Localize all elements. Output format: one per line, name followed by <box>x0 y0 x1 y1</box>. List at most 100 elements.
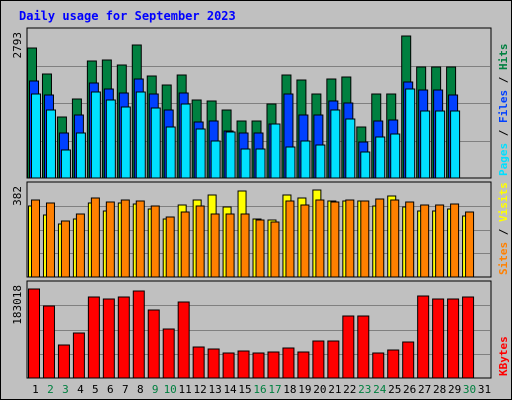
legend-pages-files-hits-part-1: Pages <box>497 143 510 176</box>
pages-bar-day-10 <box>165 126 176 179</box>
sites-bar-day-18 <box>285 200 295 278</box>
pages-bar-day-5 <box>90 91 101 179</box>
legend-sites-visits-part-1: Sites <box>497 242 510 275</box>
sites-bar-day-19 <box>300 204 310 278</box>
sites-bar-day-12 <box>195 205 205 278</box>
sites-bar-day-3 <box>60 220 70 278</box>
legend-pages-files-hits: Pages / Files / Hits <box>497 44 510 177</box>
pages-bar-day-4 <box>75 132 86 179</box>
kbytes-bar-day-6 <box>102 298 115 379</box>
day-label-23: 23 <box>358 383 371 396</box>
sites-bar-day-11 <box>180 211 190 278</box>
pages-bar-day-19 <box>300 140 311 179</box>
sites-bar-day-27 <box>420 204 430 278</box>
sites-bar-day-4 <box>75 213 85 278</box>
day-label-13: 13 <box>208 383 221 396</box>
sites-bar-day-5 <box>90 197 100 278</box>
day-label-31: 31 <box>478 383 491 396</box>
kbytes-bar-day-1 <box>28 288 40 379</box>
kbytes-bar-day-24 <box>372 352 385 379</box>
pages-bar-day-25 <box>390 133 401 179</box>
kbytes-bar-day-21 <box>327 340 340 379</box>
pages-bar-day-8 <box>135 91 146 179</box>
kbytes-bar-day-23 <box>357 315 370 379</box>
kbytes-bar-day-4 <box>72 332 85 379</box>
sites-bar-day-17 <box>270 221 280 278</box>
legend-sites-visits-part-3: Visits <box>497 182 510 222</box>
pages-bar-day-17 <box>270 123 281 179</box>
pages-bar-day-11 <box>180 103 191 179</box>
day-label-30: 30 <box>463 383 476 396</box>
kbytes-bar-day-8 <box>132 290 145 379</box>
kbytes-bar-day-16 <box>252 352 265 379</box>
day-label-22: 22 <box>343 383 356 396</box>
day-label-20: 20 <box>313 383 326 396</box>
kbytes-bar-day-11 <box>177 301 190 379</box>
day-label-5: 5 <box>92 383 99 396</box>
kbytes-bar-day-3 <box>57 344 70 379</box>
legend-pages-files-hits-part-3: Files <box>497 90 510 123</box>
day-label-14: 14 <box>223 383 237 396</box>
pages-bar-day-15 <box>240 148 251 179</box>
day-label-24: 24 <box>373 383 387 396</box>
legend-pages-files-hits-part-5: Hits <box>497 44 510 71</box>
day-label-11: 11 <box>179 383 192 396</box>
sites-bar-day-21 <box>330 201 340 278</box>
sites-bar-day-1 <box>31 199 40 278</box>
sites-bar-day-25 <box>390 199 400 278</box>
pages-bar-day-1 <box>31 93 41 179</box>
pages-bar-day-27 <box>420 110 431 179</box>
day-label-28: 28 <box>433 383 446 396</box>
kbytes-bar-day-5 <box>87 296 100 379</box>
day-label-19: 19 <box>298 383 311 396</box>
day-label-18: 18 <box>283 383 296 396</box>
pages-bar-day-9 <box>150 107 161 179</box>
sites-bar-day-24 <box>375 198 385 278</box>
sites-bar-day-16 <box>255 219 265 278</box>
hits-max-label: 2793 <box>11 32 24 59</box>
legend-kbytes-part-1: KBytes <box>497 336 510 376</box>
kbytes-bar-day-17 <box>267 351 280 379</box>
day-label-10: 10 <box>164 383 177 396</box>
legend-pages-files-hits-part-2: / <box>497 123 510 143</box>
day-label-15: 15 <box>238 383 251 396</box>
pages-bar-day-24 <box>375 136 386 179</box>
pages-bar-day-13 <box>210 140 221 179</box>
kbytes-bar-day-30 <box>462 296 475 379</box>
kbytes-bar-day-18 <box>282 347 295 379</box>
day-label-4: 4 <box>77 383 84 396</box>
sites-bar-day-30 <box>465 211 475 278</box>
day-label-16: 16 <box>253 383 266 396</box>
chart-title: Daily usage for September 2023 <box>19 9 236 23</box>
sites-bar-day-8 <box>135 200 145 278</box>
day-label-2: 2 <box>47 383 54 396</box>
kbytes-bar-day-13 <box>207 348 220 379</box>
sites-bar-day-26 <box>405 201 415 278</box>
pages-bar-day-28 <box>435 110 446 179</box>
kbytes-bar-day-10 <box>162 328 175 379</box>
kbytes-bar-day-2 <box>42 305 55 379</box>
kbytes-bar-day-12 <box>192 346 205 379</box>
kbytes-bar-day-25 <box>387 349 400 379</box>
sites-bar-day-15 <box>240 213 250 278</box>
kbytes-bar-day-9 <box>147 309 160 379</box>
pages-bar-day-2 <box>45 109 56 179</box>
sites-bar-day-22 <box>345 199 355 278</box>
legend-kbytes: KBytes <box>497 336 510 376</box>
pages-bar-day-21 <box>330 109 341 179</box>
pages-bar-day-12 <box>195 128 206 179</box>
day-label-1: 1 <box>32 383 39 396</box>
kbytes-bar-day-20 <box>312 340 325 379</box>
legend-pages-files-hits-part-4: / <box>497 70 510 90</box>
day-label-26: 26 <box>403 383 416 396</box>
pages-bar-day-22 <box>345 118 356 179</box>
sites-bar-day-20 <box>315 199 325 278</box>
sites-bar-day-23 <box>360 200 370 278</box>
day-label-7: 7 <box>122 383 129 396</box>
pages-bar-day-23 <box>360 151 371 179</box>
legend-sites-visits-part-2: / <box>497 222 510 242</box>
legend-sites-visits: Sites / Visits <box>497 182 510 275</box>
day-label-29: 29 <box>448 383 461 396</box>
